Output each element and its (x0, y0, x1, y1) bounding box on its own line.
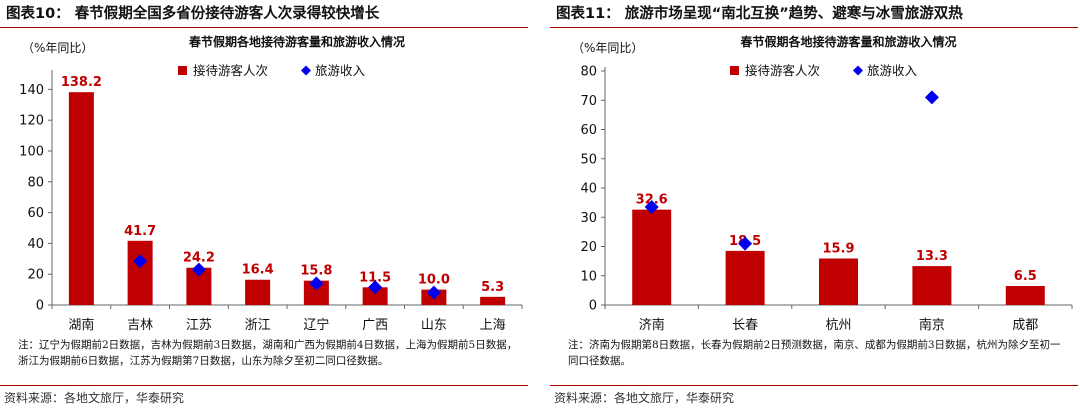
category-label: 长春 (732, 318, 758, 333)
bar (127, 240, 153, 305)
bottom-rule (0, 385, 528, 386)
bar (725, 250, 765, 305)
category-label: 杭州 (825, 318, 851, 333)
chart-title: 春节假期各地接待游客量和旅游收入情况 (188, 34, 405, 49)
bar-chart: 春节假期各地接待游客量和旅游收入情况 （%年同比） 0 20 40 60 80 100 120 1… (19, 34, 523, 333)
data-label: 16.4 (242, 263, 274, 278)
category-label: 江苏 (186, 317, 212, 333)
category-label: 浙江 (245, 318, 271, 333)
category-label: 广西 (362, 318, 388, 333)
data-label: 15.8 (300, 264, 332, 279)
data-label: 11.5 (359, 270, 391, 285)
category-label: 吉林 (127, 318, 153, 333)
title-rule (0, 27, 528, 28)
y-tick-label: 70 (580, 94, 597, 109)
y-axis-unit: （%年同比） (572, 41, 643, 55)
y-tick-label: 60 (27, 206, 44, 221)
bar (632, 209, 672, 305)
legend-bar-swatch (178, 66, 187, 75)
y-tick-label: 80 (580, 65, 597, 80)
category-label: 成都 (1012, 318, 1038, 333)
chart-title: 春节假期各地接待游客量和旅游收入情况 (739, 34, 956, 49)
marker-point (368, 280, 383, 295)
y-tick-label: 0 (36, 299, 44, 314)
legend-label: 旅游收入 (867, 63, 918, 78)
y-tick-label: 0 (589, 299, 597, 314)
chart-note: 注：辽宁为假期前2日数据，吉林为假期前3日数据，湖南和广西为假期前4日数据，上海… (18, 339, 518, 367)
bar (68, 92, 94, 305)
marker-point (738, 236, 753, 251)
y-tick-label: 80 (27, 175, 44, 190)
y-tick-label: 50 (580, 152, 597, 167)
chart-panel-right: 图表11： 旅游市场呈现“南北互换”趋势、避寒与冰雪旅游双热 春节假期各地接待游… (550, 0, 1080, 408)
marker-point (644, 200, 659, 215)
legend-bar-swatch (730, 66, 739, 75)
legend-label: 接待游客人次 (745, 63, 820, 78)
bar (1005, 285, 1045, 305)
category-label: 济南 (639, 317, 665, 333)
source-text: 资料来源：各地文旅厅，华泰研究 (4, 391, 185, 405)
data-label: 138.2 (61, 75, 102, 90)
y-tick-label: 20 (580, 240, 597, 255)
bar (912, 266, 952, 305)
bar-chart: 春节假期各地接待游客量和旅游收入情况 （%年同比） 0 10 20 30 40 50 60 70 8… (572, 34, 1073, 333)
category-label: 湖南 (68, 317, 94, 333)
category-label: 山东 (421, 318, 447, 333)
y-tick-label: 40 (580, 182, 597, 197)
title-rule (550, 27, 1078, 28)
data-label: 5.3 (481, 280, 504, 295)
panel-title: 图表11： 旅游市场呈现“南北互换”趋势、避寒与冰雪旅游双热 (556, 6, 963, 22)
bar (819, 258, 858, 305)
y-tick-label: 20 (27, 268, 44, 283)
y-tick-label: 40 (27, 237, 44, 252)
data-label: 6.5 (1014, 269, 1037, 284)
bar (362, 287, 388, 305)
legend-label: 旅游收入 (315, 63, 366, 78)
data-label: 41.7 (124, 224, 156, 239)
data-label: 13.3 (916, 249, 948, 264)
y-tick-label: 60 (580, 123, 597, 138)
legend-label: 接待游客人次 (193, 63, 268, 78)
category-label: 辽宁 (303, 317, 329, 333)
marker-point (191, 262, 206, 277)
y-tick-label: 120 (19, 114, 44, 129)
bar (245, 279, 271, 305)
y-tick-label: 10 (580, 269, 597, 284)
panel-title: 图表10： 春节假期全国多省份接待游客人次录得较快增长 (6, 6, 380, 22)
chart-note: 注：济南为假期第8日数据，长春为假期前2日预测数据，南京、成都为假期前3日数据，… (568, 339, 1061, 367)
y-tick-label: 140 (19, 83, 44, 98)
data-label: 15.9 (822, 241, 854, 256)
marker-point (426, 285, 441, 300)
marker-point (309, 276, 324, 291)
bottom-rule (550, 385, 1078, 386)
bar (480, 296, 506, 305)
chart-panel-left: 图表10： 春节假期全国多省份接待游客人次录得较快增长 春节假期各地接待游客量和… (0, 0, 530, 408)
data-label: 10.0 (418, 273, 450, 288)
y-axis-unit: （%年同比） (22, 41, 93, 55)
legend-marker-swatch (301, 65, 311, 76)
y-tick-label: 30 (580, 211, 597, 226)
category-label: 南京 (919, 317, 945, 333)
category-label: 上海 (480, 318, 506, 333)
source-text: 资料来源：各地文旅厅，华泰研究 (554, 391, 735, 405)
data-label: 24.2 (183, 251, 215, 266)
legend-marker-swatch (853, 65, 863, 76)
y-tick-label: 100 (19, 145, 44, 160)
marker-point (924, 90, 939, 105)
